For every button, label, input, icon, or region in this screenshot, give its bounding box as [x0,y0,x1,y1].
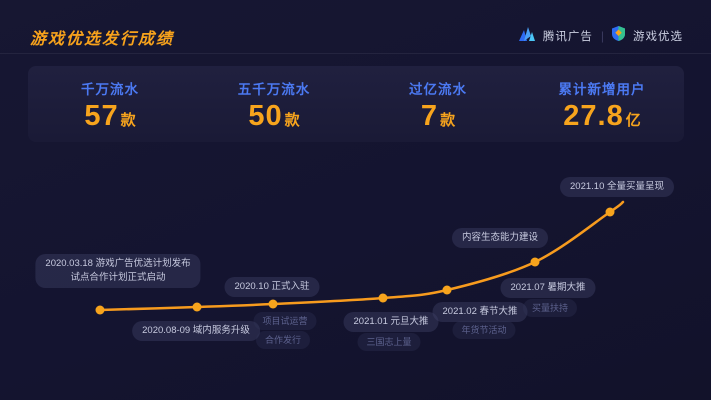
stat-value: 57 [84,99,119,132]
milestone-dot [192,302,202,312]
milestone-dot [605,207,615,217]
timeline-annotation: 三国志上量 [357,333,421,352]
timeline-annotation: 2020.10 正式入驻 [224,277,320,297]
header-divider-line [0,53,711,54]
milestone-dot [95,305,105,315]
brand-right-label: 游戏优选 [633,31,683,43]
stat-value: 7 [420,99,439,132]
growth-curve [98,200,625,312]
timeline-annotation: 项目试运营 [253,312,317,331]
timeline-annotation: 2021.10 全量买量呈现 [560,177,674,197]
brand-left-label: 腾讯广告 [542,31,593,43]
milestone-dot [268,299,278,309]
milestone-dot [530,257,540,267]
timeline-annotation: 2021.01 元旦大推 [343,312,439,332]
brand-divider: | [600,29,604,43]
brand-logos: 腾讯广告 | 游戏优选 [518,26,683,46]
stat-label: 累计新增用户 [558,81,646,97]
timeline-annotation: 合作发行 [255,331,311,350]
stat-value: 50 [248,99,283,132]
stat-value: 27.8 [563,99,624,132]
milestone-dot [378,293,388,303]
timeline-annotation: 2021.07 暑期大推 [500,278,596,298]
page-title: 游戏优选发行成绩 [30,31,175,48]
stat-xinzeng-users: 累计新增用户 27.8 亿 [520,78,684,131]
stat-label: 千万流水 [81,81,139,97]
tencent-ads-icon [518,26,535,46]
stat-unit: 款 [284,111,300,129]
stat-wuqianwan: 五千万流水 50 款 [192,78,356,131]
stat-unit: 款 [120,111,136,129]
stat-unit: 亿 [625,111,641,129]
milestone-dot [442,285,452,295]
game-select-shield-icon [612,26,625,46]
timeline-annotation: 2020.08-09 域内服务升级 [132,321,260,341]
timeline-annotation: 2020.03.18 游戏广告优选计划发布 试点合作计划正式启动 [35,254,201,288]
stat-qianwan: 千万流水 57 款 [28,78,192,131]
header: 游戏优选发行成绩 腾讯广告 | 游戏优选 [0,0,711,54]
timeline-annotation: 内容生态能力建设 [451,228,549,248]
timeline-annotation: 年货节活动 [452,321,516,340]
timeline-annotation: 2021.02 春节大推 [432,302,528,322]
timeline-annotation: 买量扶持 [522,299,578,318]
stat-label: 过亿流水 [409,81,467,97]
stat-label: 五千万流水 [237,81,311,97]
stat-unit: 款 [440,111,456,129]
